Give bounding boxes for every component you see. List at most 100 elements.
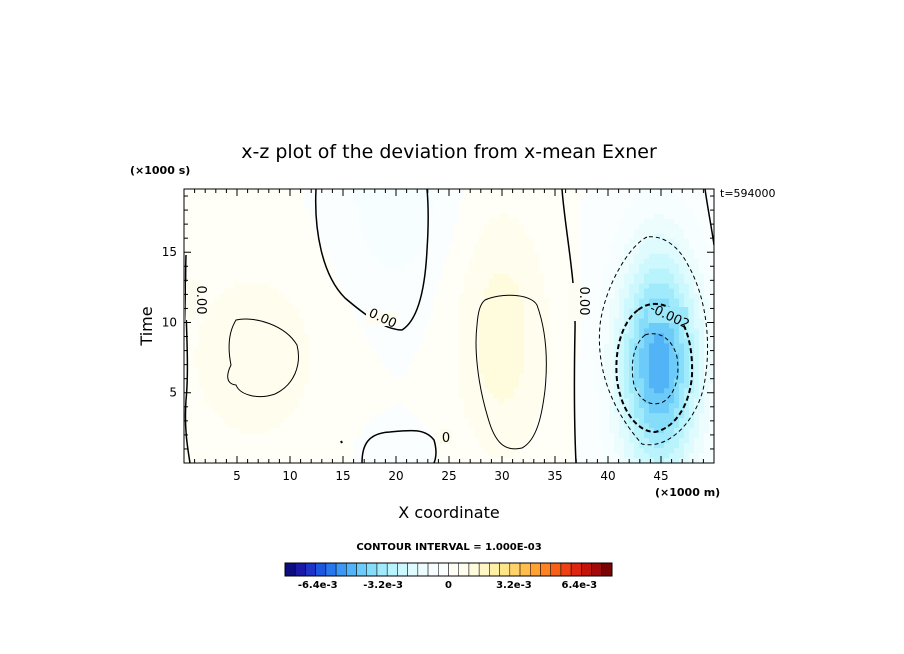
heat-cell [704, 408, 710, 414]
heat-cell [259, 198, 265, 205]
heat-cell [279, 198, 285, 205]
heat-cell [549, 348, 555, 354]
heat-cell [264, 363, 270, 369]
heat-cell [489, 383, 495, 389]
heat-cell [429, 213, 435, 220]
heat-cell [604, 353, 610, 359]
heat-cell [484, 243, 490, 250]
heat-cell [584, 313, 590, 320]
heat-cell [629, 403, 635, 409]
heat-cell [464, 268, 470, 275]
heat-cell [604, 233, 610, 240]
heat-cell [654, 253, 660, 260]
heat-cell [394, 263, 400, 270]
heat-cell [374, 413, 380, 419]
heat-cell [639, 248, 645, 255]
heat-cell [279, 278, 285, 285]
heat-cell [404, 338, 410, 345]
heat-cell [259, 348, 265, 354]
heat-cell [254, 368, 260, 374]
heat-cell [649, 338, 655, 345]
heat-cell [589, 208, 595, 215]
heat-cell [194, 193, 200, 200]
heat-cell [429, 233, 435, 240]
heat-cell [384, 198, 390, 205]
heat-cell [424, 338, 430, 345]
heat-cell [264, 313, 270, 320]
heat-cell [549, 248, 555, 255]
heat-cell [434, 273, 440, 280]
heat-cell [709, 218, 714, 225]
heat-cell [194, 348, 200, 354]
heat-cell [384, 383, 390, 389]
heat-cell [564, 328, 570, 335]
heat-cell [704, 258, 710, 265]
heat-cell [454, 363, 460, 369]
heat-cell [344, 348, 350, 354]
heat-cell [574, 213, 580, 220]
heat-cell [699, 218, 705, 225]
heat-cell [554, 333, 560, 340]
heat-cell [354, 233, 360, 240]
heat-cell [279, 383, 285, 389]
heat-cell [439, 303, 445, 310]
heat-cell [479, 189, 485, 195]
heat-cell [594, 238, 600, 245]
heat-cell [444, 193, 450, 200]
heat-cell [419, 203, 425, 210]
heat-cell [194, 403, 200, 409]
heat-cell [499, 413, 505, 419]
heat-cell [549, 263, 555, 270]
heat-cell [189, 363, 195, 369]
heat-cell [604, 203, 610, 210]
heat-cell [339, 218, 345, 225]
heat-cell [214, 413, 220, 419]
heat-cell [514, 363, 520, 369]
heat-cell [309, 303, 315, 310]
heat-cell [189, 328, 195, 335]
heat-cell [214, 323, 220, 330]
heat-cell [614, 258, 620, 265]
heat-cell [664, 348, 670, 354]
heat-cell [309, 283, 315, 290]
heat-cell [709, 193, 714, 200]
heat-cell [464, 228, 470, 235]
heat-cell [194, 423, 200, 429]
heat-cell [319, 333, 325, 340]
heat-cell [304, 313, 310, 320]
heat-cell [419, 248, 425, 255]
heat-cell [319, 283, 325, 290]
heat-cell [279, 388, 285, 394]
heat-cell [704, 223, 710, 230]
heat-cell [454, 288, 460, 295]
heat-cell [389, 413, 395, 419]
heat-cell [584, 298, 590, 305]
heat-cell [539, 268, 545, 275]
heat-cell [669, 408, 675, 414]
heat-cell [199, 393, 205, 399]
heat-cell [369, 223, 375, 230]
heat-cell [284, 253, 290, 260]
heat-cell [284, 368, 290, 374]
heat-cell [484, 298, 490, 305]
heat-cell [694, 273, 700, 280]
heat-cell [469, 338, 475, 345]
heat-cell [699, 189, 705, 195]
heat-cell [384, 363, 390, 369]
heat-cell [469, 228, 475, 235]
heat-cell [609, 303, 615, 310]
heat-cell [194, 253, 200, 260]
heat-cell [649, 303, 655, 310]
heat-cell [634, 213, 640, 220]
heat-cell [669, 328, 675, 335]
heat-cell [214, 288, 220, 295]
heat-cell [289, 398, 295, 404]
heat-cell [539, 293, 545, 300]
heat-cell [669, 218, 675, 225]
heat-cell [214, 368, 220, 374]
heat-cell [619, 283, 625, 290]
heat-cell [344, 278, 350, 285]
heat-cell [679, 328, 685, 335]
heat-cell [644, 373, 650, 379]
heat-cell [274, 343, 280, 350]
